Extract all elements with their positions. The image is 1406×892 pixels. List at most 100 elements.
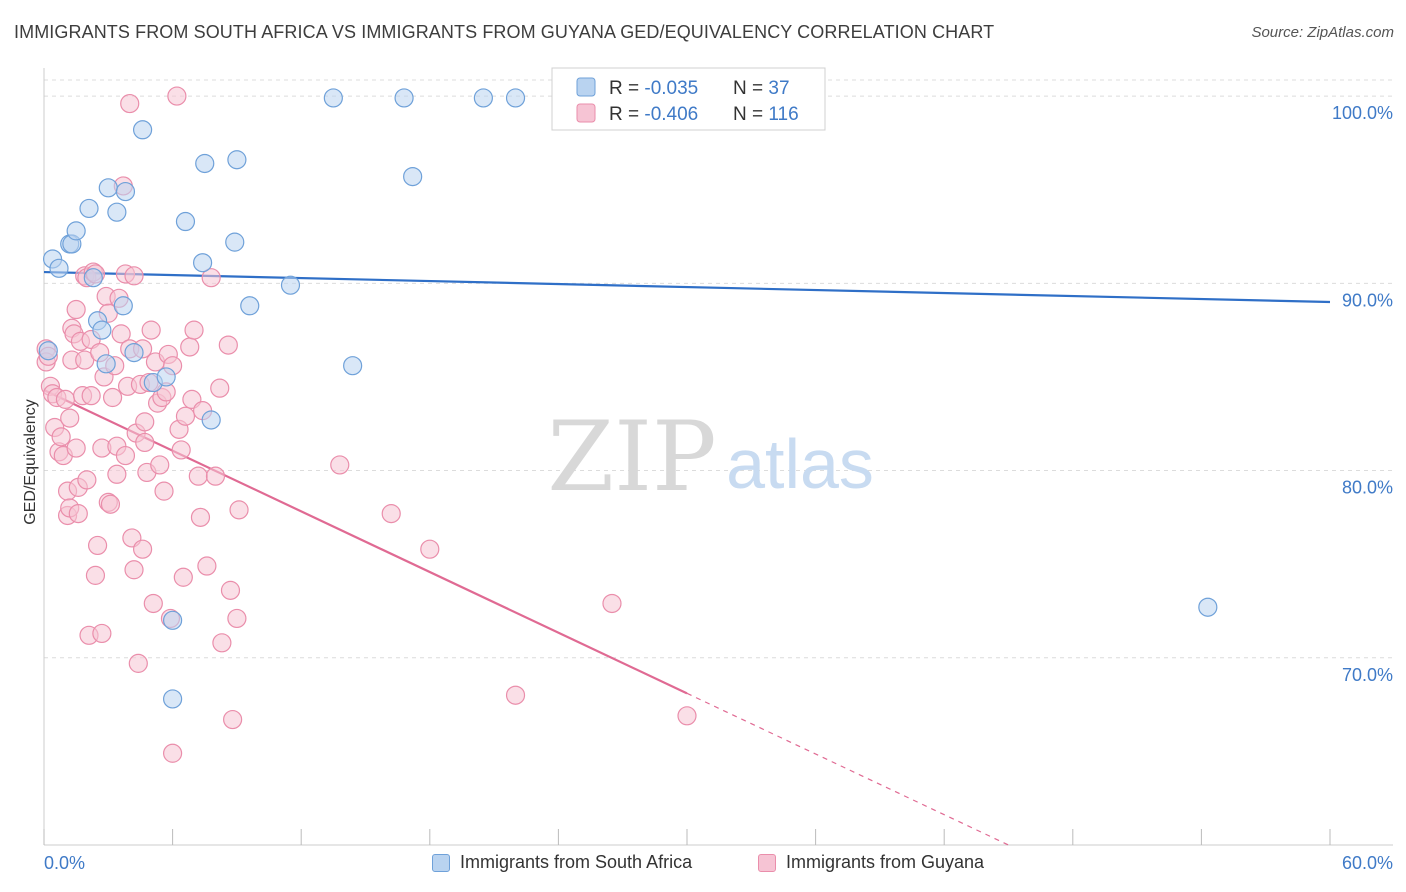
point-south-africa xyxy=(280,275,301,295)
trend-line-guyana-dashed xyxy=(686,692,1009,846)
point-south-africa xyxy=(49,258,69,278)
legend-n-row-2: N = 116 xyxy=(733,104,799,125)
gridlines xyxy=(44,79,1393,659)
point-south-africa xyxy=(403,166,423,187)
point-south-africa xyxy=(240,296,260,316)
legend-n-label-2: N = xyxy=(733,104,768,125)
point-south-africa xyxy=(323,88,343,108)
point-guyana xyxy=(141,320,161,340)
point-south-africa xyxy=(38,341,58,361)
point-south-africa xyxy=(156,367,176,387)
point-south-africa xyxy=(66,221,86,241)
point-guyana xyxy=(66,438,86,458)
point-guyana xyxy=(602,593,622,614)
point-guyana xyxy=(229,500,249,520)
point-guyana xyxy=(190,507,211,527)
point-guyana xyxy=(120,93,140,114)
point-guyana xyxy=(218,335,238,355)
legend-label-south-africa: Immigrants from South Africa xyxy=(460,852,693,872)
point-guyana xyxy=(135,432,155,453)
point-south-africa xyxy=(96,354,116,374)
point-south-africa xyxy=(163,610,183,630)
point-guyana xyxy=(163,743,183,763)
y-axis-label: GED/Equivalency xyxy=(22,399,39,524)
point-guyana xyxy=(175,406,196,426)
point-south-africa xyxy=(195,153,215,174)
legend-swatch-pink xyxy=(758,853,776,872)
point-south-africa xyxy=(92,320,112,340)
point-south-africa xyxy=(83,268,103,288)
point-guyana xyxy=(220,580,241,600)
point-guyana xyxy=(223,709,243,730)
x-tick-label-min: 0.0% xyxy=(44,853,85,873)
point-guyana xyxy=(212,633,232,653)
legend-r-label-1: R = xyxy=(609,78,644,99)
watermark-zip: ZIP xyxy=(547,401,716,513)
point-guyana xyxy=(102,387,123,408)
point-guyana xyxy=(87,535,108,556)
point-south-africa xyxy=(343,356,363,376)
point-guyana xyxy=(107,464,127,484)
point-guyana xyxy=(197,556,217,576)
point-guyana xyxy=(85,565,106,585)
point-guyana xyxy=(124,266,144,286)
point-south-africa xyxy=(124,342,144,363)
point-south-africa xyxy=(132,120,153,140)
legend-r-row-2: R = -0.406 xyxy=(609,104,698,125)
legend-swatch-guyana xyxy=(576,103,596,123)
legend-n-value-1: 37 xyxy=(768,78,789,99)
legend-r-value-2: -0.406 xyxy=(644,104,698,125)
y-tick-label: 80.0% xyxy=(1342,478,1393,498)
y-tick-label: 100.0% xyxy=(1332,103,1393,123)
trend-line-south-africa xyxy=(43,270,1331,304)
point-guyana xyxy=(201,268,221,288)
point-south-africa xyxy=(1198,597,1218,617)
point-guyana xyxy=(150,455,170,475)
axes xyxy=(43,68,1393,846)
point-guyana xyxy=(171,440,191,460)
y-tick-label: 90.0% xyxy=(1342,290,1393,310)
chart-title: IMMIGRANTS FROM SOUTH AFRICA VS IMMIGRAN… xyxy=(14,22,995,42)
point-south-africa xyxy=(115,181,136,202)
point-guyana xyxy=(420,539,440,559)
legend-swatch-blue xyxy=(432,853,450,872)
legend-swatch-south-africa xyxy=(576,77,596,97)
point-guyana xyxy=(128,653,148,673)
point-guyana xyxy=(330,455,350,475)
point-guyana xyxy=(66,299,86,320)
point-guyana xyxy=(210,378,230,398)
legend-item-guyana[interactable]: Immigrants from Guyana xyxy=(758,852,984,873)
point-south-africa xyxy=(163,689,183,709)
point-guyana xyxy=(143,593,163,614)
source-credit: Source: ZipAtlas.com xyxy=(1251,24,1394,41)
series-legend: Immigrants from South Africa Immigrants … xyxy=(0,852,1406,876)
point-south-africa xyxy=(193,253,213,273)
point-guyana xyxy=(115,445,136,466)
point-guyana xyxy=(205,466,226,486)
legend-r-value-1: -0.035 xyxy=(644,78,698,99)
point-south-africa xyxy=(227,150,247,170)
point-south-africa xyxy=(473,88,493,108)
point-south-africa xyxy=(175,211,196,232)
point-guyana xyxy=(381,504,401,524)
point-guyana xyxy=(51,427,71,447)
point-guyana xyxy=(55,389,76,409)
legend-item-south-africa[interactable]: Immigrants from South Africa xyxy=(432,852,692,873)
stats-legend: R = -0.035 N = 37 R = -0.406 N = 116 xyxy=(551,67,826,131)
legend-n-label-1: N = xyxy=(733,78,768,99)
y-tick-labels: 70.0% 80.0% 90.0% 100.0% xyxy=(1332,103,1393,685)
data-points xyxy=(36,86,1218,763)
point-south-africa xyxy=(505,88,526,108)
point-guyana xyxy=(505,685,526,705)
point-guyana xyxy=(60,408,80,428)
point-guyana xyxy=(132,539,153,559)
legend-label-guyana: Immigrants from Guyana xyxy=(786,852,985,872)
point-guyana xyxy=(100,494,121,514)
legend-r-label-2: R = xyxy=(609,104,644,125)
point-south-africa xyxy=(113,296,133,316)
legend-n-row-1: N = 37 xyxy=(733,78,790,99)
point-guyana xyxy=(124,560,144,580)
point-guyana xyxy=(92,623,112,644)
point-guyana xyxy=(677,706,697,726)
point-guyana xyxy=(154,481,174,501)
